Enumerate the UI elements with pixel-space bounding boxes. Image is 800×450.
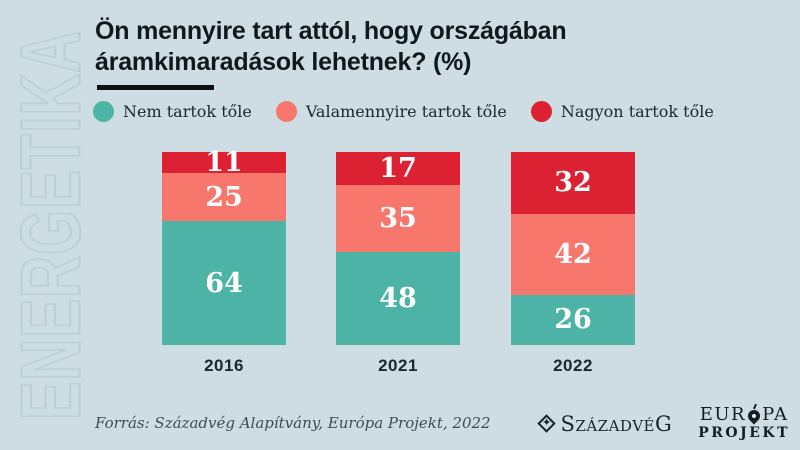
europa-logo-line2: PROJEKT [698,425,790,441]
segment-2016-nem: 64 [162,221,286,345]
europa-projekt-logo: EUR PA PROJEKT [698,403,790,441]
segment-value-label: 42 [554,238,592,270]
europa-logo-text-left: EUR [699,404,747,425]
legend-item-valamennyire-tartok: Valamennyire tartok tőle [275,101,507,122]
pin-body [745,407,763,425]
page-title-line1: Ön mennyire tart attól, hogy országában [95,17,567,45]
page-title: Ön mennyire tart attól, hogy országában … [95,16,567,78]
segment-2021-nem: 48 [336,252,460,345]
footer-logos: SzázadvéG EUR PA PROJEKT [536,403,790,441]
szazadveg-diamond-icon [536,414,556,433]
segment-value-label: 64 [205,267,243,299]
page-title-line2: áramkimaradások lehetnek? (%) [95,48,472,76]
segment-value-label: 25 [205,181,243,213]
szazadveg-logo-text: SzázadvéG [560,411,673,436]
segment-value-label: 17 [379,152,417,184]
year-label-2022: 2022 [553,356,593,375]
legend-label: Nagyon tartok tőle [560,102,714,121]
legend-item-nagyon-tartok: Nagyon tartok tőle [530,101,714,122]
bar-column-2022: 32 42 26 2022 [511,152,635,375]
bar-2016: 11 25 64 [162,147,286,345]
bar-2022: 32 42 26 [511,152,635,345]
segment-2022-nagyon: 32 [511,152,635,214]
legend-swatch-salmon [275,101,297,122]
legend-swatch-teal [93,101,114,122]
segment-2021-valamennyire: 35 [336,184,460,253]
bar-column-2021: 17 35 48 2021 [336,152,460,375]
segment-value-label: 32 [554,167,592,199]
europa-logo-line1: EUR PA [698,403,790,425]
map-pin-icon [745,403,763,425]
legend-label: Valamennyire tartok tőle [305,102,507,121]
segment-2021-nagyon: 17 [336,152,460,185]
szazadveg-logo: SzázadvéG [536,411,673,436]
segment-value-label: 48 [379,283,417,315]
segment-value-label: 26 [554,304,592,336]
title-underline [97,85,214,90]
segment-value-label: 11 [205,147,243,179]
pin-accent-mark [753,403,758,410]
segment-2022-valamennyire: 42 [511,213,635,295]
legend-item-nem-tartok: Nem tartok tőle [93,101,252,122]
segment-2022-nem: 26 [511,294,635,345]
segment-2016-valamennyire: 25 [162,173,286,222]
legend-swatch-red [530,101,552,122]
segment-value-label: 35 [379,203,417,235]
year-label-2021: 2021 [378,356,418,375]
segment-2016-nagyon: 11 [162,147,286,179]
chart-legend: Nem tartok tőle Valamennyire tartok tőle… [93,101,714,122]
bar-2021: 17 35 48 [336,152,460,345]
europa-logo-text-right: PA [762,404,789,425]
source-note: Forrás: Századvég Alapítvány, Európa Pro… [95,414,491,432]
legend-label: Nem tartok tőle [123,102,252,121]
year-label-2016: 2016 [204,356,244,375]
bar-column-2016: 11 25 64 2016 [162,147,286,375]
